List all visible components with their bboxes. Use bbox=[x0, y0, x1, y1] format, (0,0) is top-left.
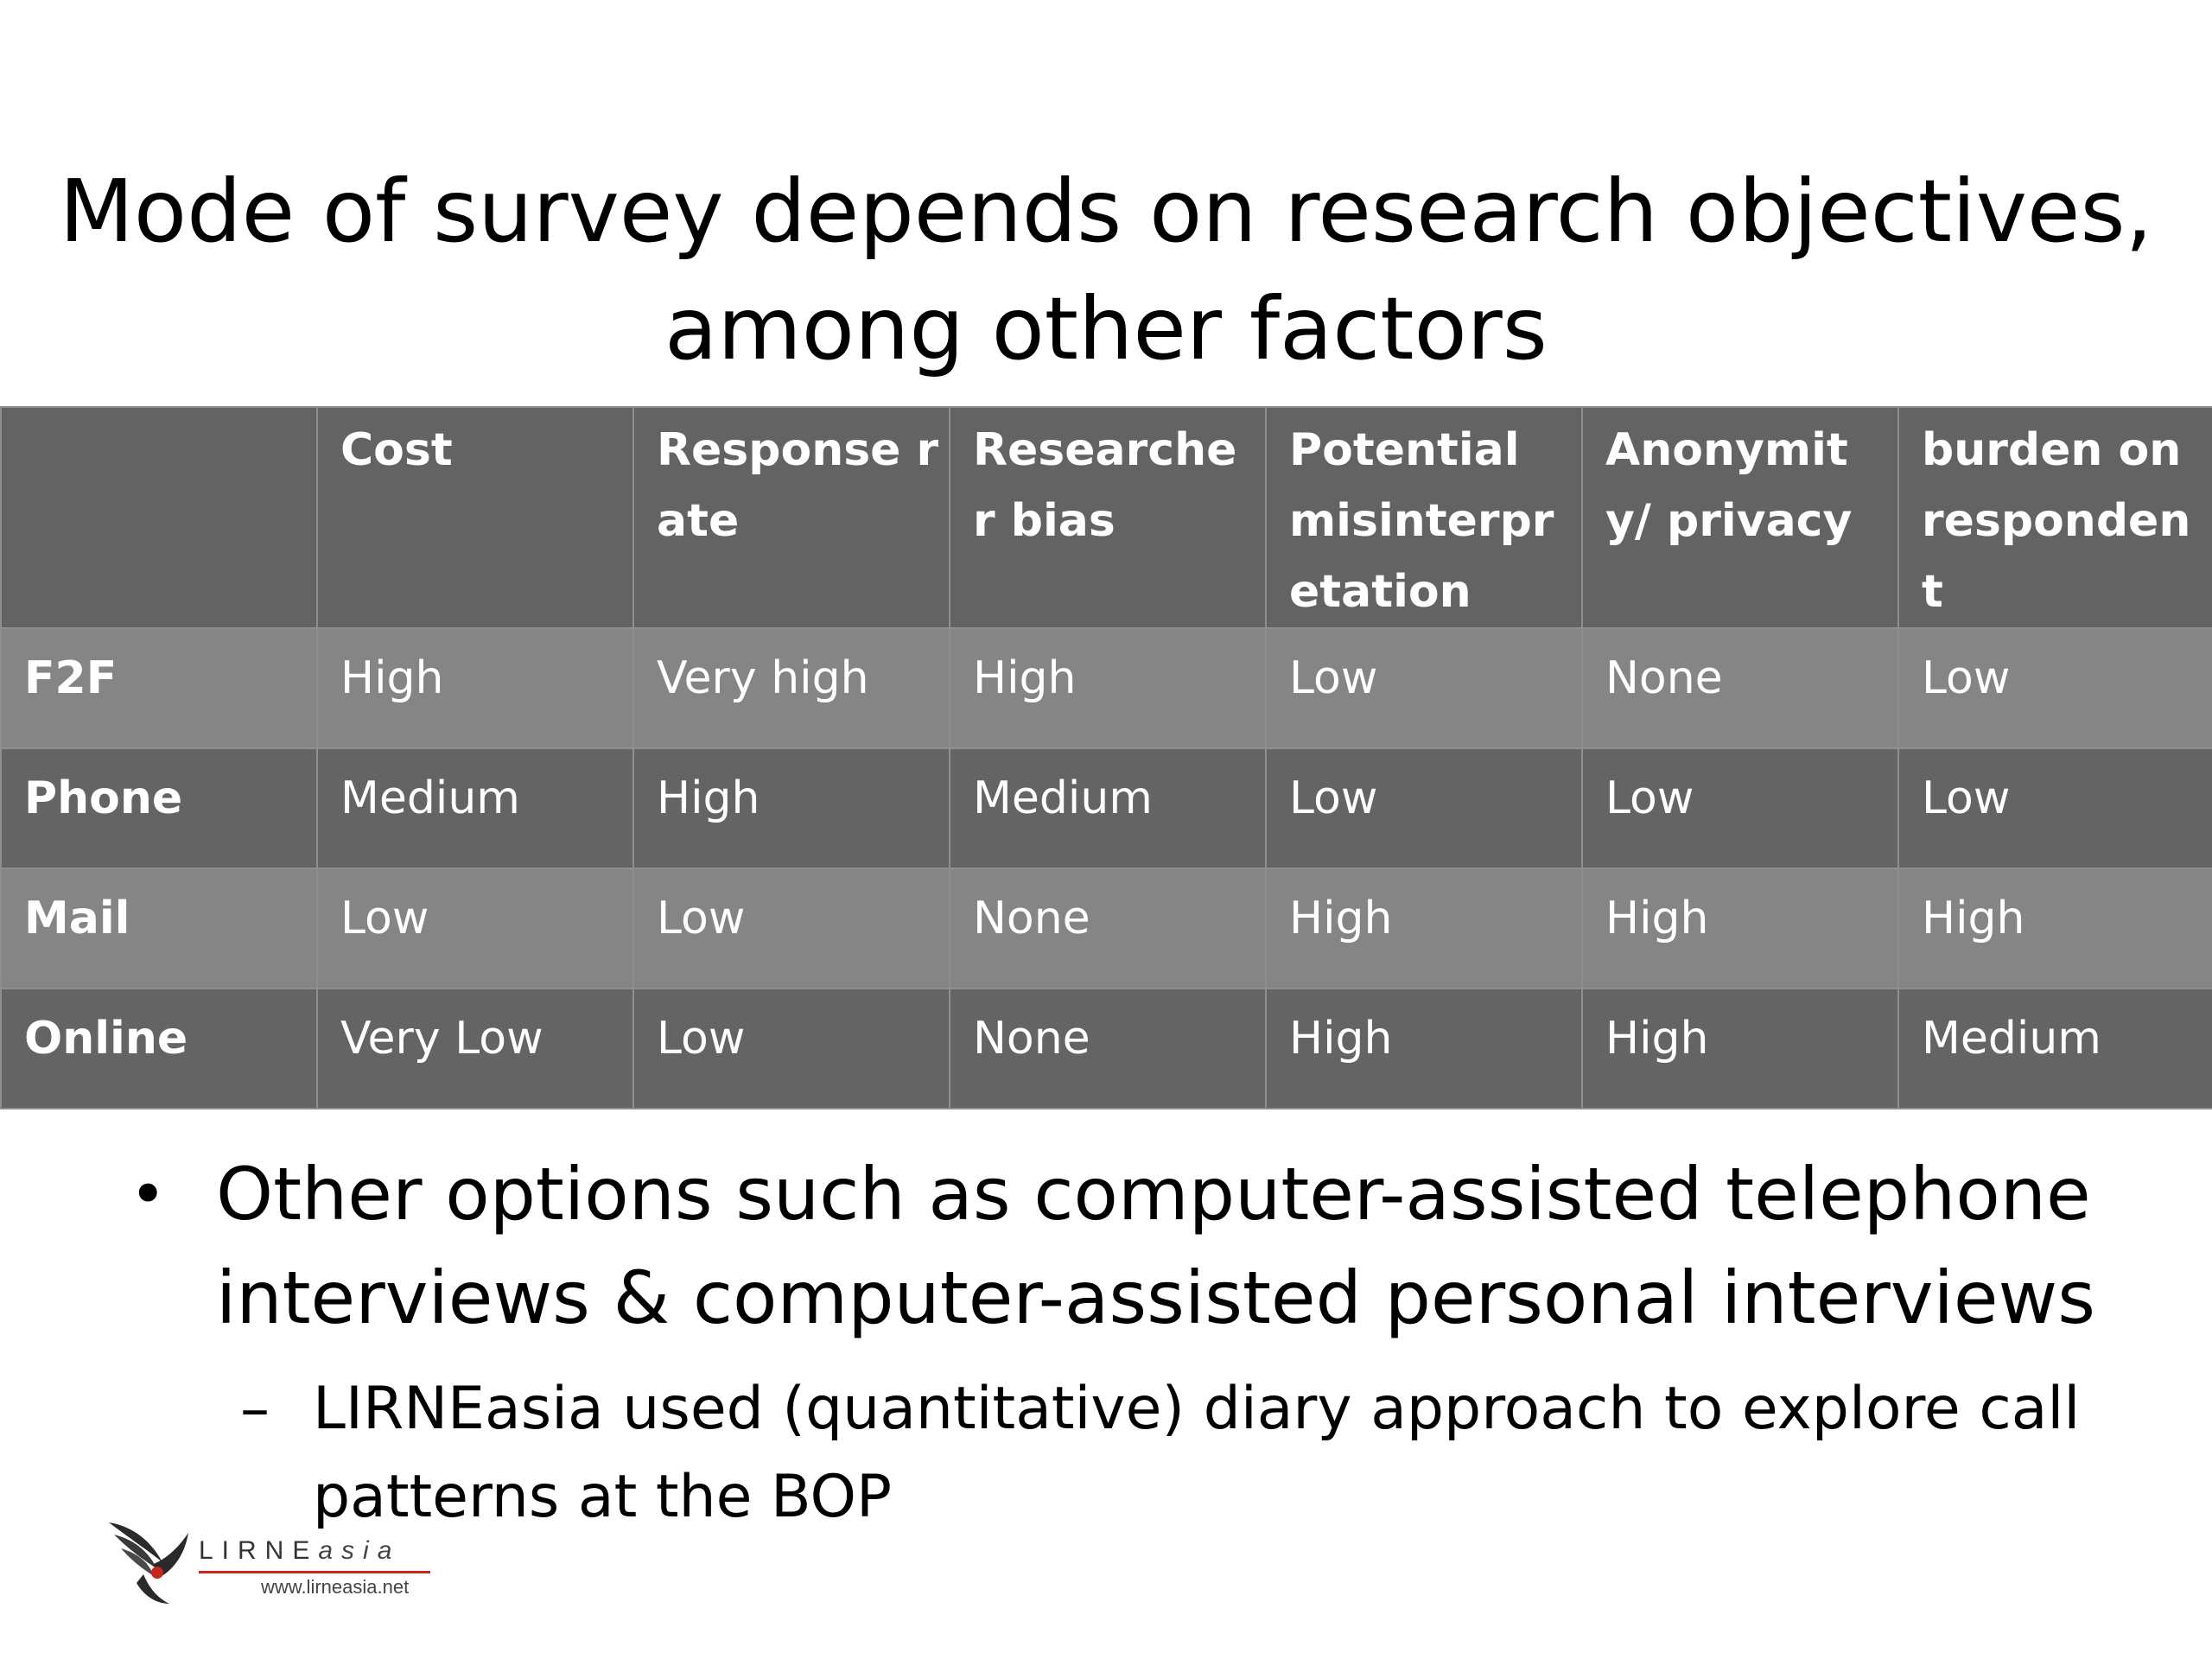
table-cell: None bbox=[949, 868, 1267, 989]
header-cell-cost: Cost bbox=[316, 406, 634, 629]
table-cell: Low bbox=[1897, 747, 2212, 869]
header-cell-empty bbox=[0, 406, 318, 629]
table-cell: Medium bbox=[1897, 988, 2212, 1109]
logo-wordmark: LIRNEasia bbox=[199, 1536, 400, 1566]
table-cell: Low bbox=[632, 868, 950, 989]
table-cell: High bbox=[1581, 988, 1899, 1109]
header-cell-anonymity-privacy: Anonymity/ privacy bbox=[1581, 406, 1899, 629]
header-cell-researcher-bias: Researcher bias bbox=[949, 406, 1267, 629]
table-header-row: Cost Response rate Researcher bias Poten… bbox=[0, 406, 2212, 629]
row-label-cell: Phone bbox=[0, 747, 318, 869]
row-label-cell: F2F bbox=[0, 627, 318, 749]
slide-title-line-2: among other factors bbox=[664, 278, 1548, 379]
table-cell: Low bbox=[632, 988, 950, 1109]
table-cell: Low bbox=[1897, 627, 2212, 749]
bullet-text-level-1: Other options such as computer-assisted … bbox=[216, 1152, 2095, 1340]
survey-mode-comparison-table: Cost Response rate Researcher bias Poten… bbox=[0, 406, 2212, 1109]
table-row: F2F High Very high High Low None Low bbox=[0, 627, 2212, 749]
table-cell: Medium bbox=[949, 747, 1267, 869]
bullet-item-level-2: – LIRNEasia used (quantitative) diary ap… bbox=[130, 1365, 2117, 1541]
slide-title: Mode of survey depends on research objec… bbox=[0, 153, 2212, 388]
bullet-dash-icon: – bbox=[240, 1375, 270, 1443]
table-row: Mail Low Low None High High High bbox=[0, 868, 2212, 989]
row-label-cell: Mail bbox=[0, 868, 318, 989]
header-cell-response-rate: Response rate bbox=[632, 406, 950, 629]
table-cell: Low bbox=[1581, 747, 1899, 869]
slide-title-line-1: Mode of survey depends on research objec… bbox=[59, 161, 2153, 262]
lirneasia-logo: LIRNEasia www.lirneasia.net bbox=[105, 1514, 434, 1609]
table-cell: Medium bbox=[316, 747, 634, 869]
table-cell: None bbox=[1581, 627, 1899, 749]
table-cell: None bbox=[949, 988, 1267, 1109]
table-cell: Low bbox=[1265, 627, 1583, 749]
logo-divider bbox=[199, 1571, 430, 1573]
row-label-cell: Online bbox=[0, 988, 318, 1109]
table-cell: High bbox=[1265, 868, 1583, 989]
table-cell: High bbox=[1581, 868, 1899, 989]
table-row: Online Very Low Low None High High Mediu… bbox=[0, 988, 2212, 1109]
bullet-dot-icon: • bbox=[130, 1158, 167, 1230]
table-cell: Very high bbox=[632, 627, 950, 749]
table-row: Phone Medium High Medium Low Low Low bbox=[0, 747, 2212, 869]
logo-wordmark-suffix: asia bbox=[318, 1536, 401, 1565]
table-cell: Very Low bbox=[316, 988, 634, 1109]
bird-emblem-icon bbox=[109, 1522, 188, 1604]
table-cell: High bbox=[316, 627, 634, 749]
bullet-item-level-1: • Other options such as computer-assiste… bbox=[130, 1142, 2117, 1350]
bullet-text-level-2: LIRNEasia used (quantitative) diary appr… bbox=[313, 1375, 2081, 1531]
table-cell: High bbox=[1897, 868, 2212, 989]
logo-wordmark-main: LIRNE bbox=[199, 1536, 319, 1565]
bullet-list: • Other options such as computer-assiste… bbox=[130, 1142, 2117, 1541]
table-cell: High bbox=[1265, 988, 1583, 1109]
table-cell: Low bbox=[316, 868, 634, 989]
table-cell: High bbox=[949, 627, 1267, 749]
header-cell-potential-misinterpretation: Potential misinterpretation bbox=[1265, 406, 1583, 629]
header-cell-burden-on-respondent: burden on respondent bbox=[1897, 406, 2212, 629]
table-cell: High bbox=[632, 747, 950, 869]
table-cell: Low bbox=[1265, 747, 1583, 869]
logo-url: www.lirneasia.net bbox=[261, 1576, 410, 1598]
